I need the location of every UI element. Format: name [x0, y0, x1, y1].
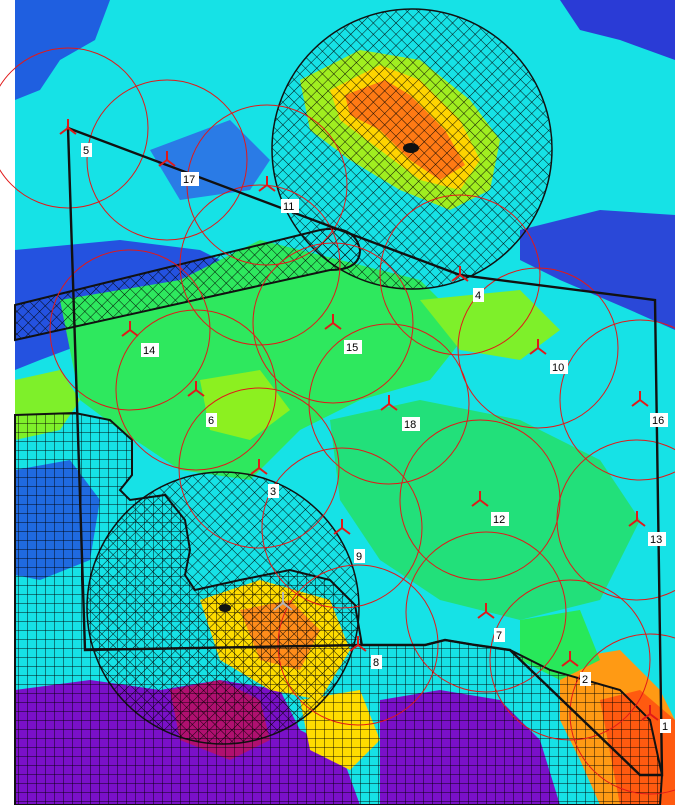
station-label-text: 16: [652, 415, 664, 427]
station-label-text: 7: [496, 630, 502, 642]
station-marker-3[interactable]: [250, 459, 268, 475]
station-marker-1[interactable]: [641, 705, 659, 721]
station-label-text: 12: [493, 514, 505, 526]
terrain-blue-zone: [520, 210, 675, 330]
terrain-blue-zone: [560, 0, 675, 60]
station-label-bg: [550, 360, 568, 374]
station-label-1: 1: [660, 719, 671, 733]
hill-peak-marker: [219, 604, 231, 612]
station-label-16: 16: [650, 413, 668, 427]
station-label-bg: [494, 628, 505, 642]
station-label-10: 10: [550, 360, 568, 374]
station-label-text: 8: [373, 657, 379, 669]
station-label-7: 7: [494, 628, 505, 642]
station-label-4: 4: [473, 288, 484, 302]
station-label-bg: [181, 172, 199, 186]
station-label-text: 1: [662, 721, 668, 733]
terrain-lime-zone: [420, 290, 560, 360]
station-marker-14[interactable]: [121, 321, 139, 337]
terrain-blue-zone: [150, 120, 270, 200]
station-marker-4[interactable]: [451, 266, 469, 282]
station-label-text: 9: [356, 551, 362, 563]
station-marker-6[interactable]: [187, 381, 205, 397]
station-label-text: 10: [552, 362, 564, 374]
station-marker-10[interactable]: [529, 339, 547, 355]
station-marker-7[interactable]: [477, 603, 495, 619]
station-label-bg: [660, 719, 671, 733]
station-label-bg: [354, 549, 365, 563]
station-label-bg: [281, 199, 299, 213]
station-label-text: 15: [346, 342, 358, 354]
station-label-text: 2: [582, 674, 588, 686]
station-label-text: 3: [270, 486, 276, 498]
station-label-9: 9: [354, 549, 365, 563]
site-boundary: [66, 126, 664, 777]
hatch-layer: [14, 8, 664, 805]
station-label-bg: [491, 512, 509, 526]
station-label-bg: [648, 532, 666, 546]
station-label-6: 6: [206, 413, 217, 427]
hill-peak-marker: [403, 143, 419, 153]
station-label-text: 18: [404, 419, 416, 431]
station-label-text: 4: [475, 290, 481, 302]
station-label-bg: [141, 343, 159, 357]
terrain-lime-zone: [200, 370, 290, 440]
terrain-green-zone: [520, 610, 600, 680]
terrain-green-zone: [330, 400, 640, 620]
station-marker-18[interactable]: [380, 395, 398, 411]
station-label-17: 17: [181, 172, 199, 186]
station-label-bg: [206, 413, 217, 427]
station-label-bg: [344, 340, 362, 354]
station-label-12: 12: [491, 512, 509, 526]
station-marker-17[interactable]: [158, 151, 176, 167]
grid-restricted-area: [14, 411, 664, 805]
station-label-bg: [580, 672, 591, 686]
station-label-5: 5: [81, 143, 92, 157]
station-label-11: 11: [281, 199, 299, 213]
gray-tri-marker-icon[interactable]: [273, 592, 293, 611]
station-marker-5[interactable]: [59, 119, 77, 135]
station-label-bg: [473, 288, 484, 302]
station-label-3: 3: [268, 484, 279, 498]
station-marker-8[interactable]: [349, 636, 367, 652]
station-label-bg: [371, 655, 382, 669]
station-label-bg: [650, 413, 668, 427]
station-marker-9[interactable]: [333, 519, 351, 535]
station-label-text: 6: [208, 415, 214, 427]
station-marker-13[interactable]: [628, 511, 646, 527]
station-label-2: 2: [580, 672, 591, 686]
station-marker-11[interactable]: [258, 176, 276, 192]
station-label-text: 14: [143, 345, 155, 357]
station-marker-12[interactable]: [471, 491, 489, 507]
station-label-8: 8: [371, 655, 382, 669]
coverage-circles: [0, 47, 675, 795]
station-label-bg: [268, 484, 279, 498]
station-label-text: 17: [183, 174, 195, 186]
station-label-text: 13: [650, 534, 662, 546]
station-label-14: 14: [141, 343, 159, 357]
station-label-13: 13: [648, 532, 666, 546]
station-label-bg: [81, 143, 92, 157]
station-marker-2[interactable]: [561, 651, 579, 667]
station-label-15: 15: [344, 340, 362, 354]
terrain-blue-zone: [15, 0, 110, 100]
station-label-text: 11: [283, 201, 294, 213]
station-label-18: 18: [402, 417, 420, 431]
station-marker-15[interactable]: [324, 314, 342, 330]
station-label-text: 5: [83, 145, 89, 157]
station-label-bg: [402, 417, 420, 431]
station-marker-16[interactable]: [631, 391, 649, 407]
